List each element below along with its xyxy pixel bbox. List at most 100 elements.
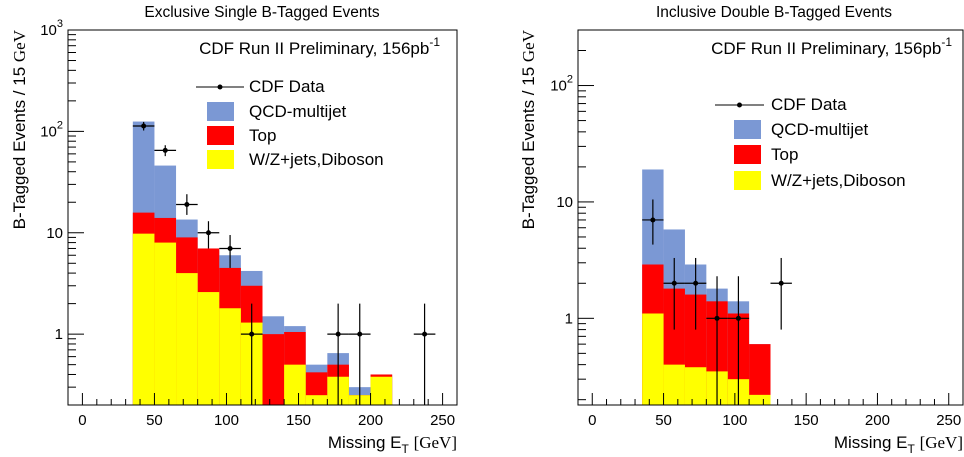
legend-swatch-top <box>207 126 234 145</box>
data-point-2 <box>684 257 707 330</box>
data-point-6 <box>327 303 349 405</box>
x-tick-label: 200 <box>358 412 383 429</box>
chart-panel-0: Exclusive Single B-Tagged Events 0 50 100 15… <box>10 4 458 456</box>
x-axis-label-main: Missing E <box>328 433 402 452</box>
data-point-1 <box>663 257 685 330</box>
x-axis-label-sub: T <box>908 442 916 456</box>
x-tick-label: 150 <box>286 412 311 429</box>
y-tick-base: 1 <box>565 310 573 327</box>
plot-frame <box>577 29 964 406</box>
data-point-4 <box>219 235 241 268</box>
y-tick-base: 10 <box>550 78 567 95</box>
x-axis-label-unit: [GeV] <box>920 433 963 452</box>
chart-panel-1: Inclusive Double B-Tagged Events 0 50 100 15… <box>519 4 964 456</box>
data-point-2 <box>176 194 198 215</box>
y-axis-label-main: B-Tagged Events / 15 <box>10 62 29 229</box>
bar-w-z-jets-diboson-0 <box>642 313 664 405</box>
x-tick-label: 250 <box>936 412 961 429</box>
y-axis-label: B-Tagged Events / 15 GeV <box>519 29 538 229</box>
y-tick-label: 1 <box>55 326 63 343</box>
legend-label: Top <box>249 126 276 145</box>
data-point-1 <box>154 145 177 157</box>
legend-swatch-wz <box>207 150 234 169</box>
legend-swatch-top <box>734 145 761 164</box>
chart-title: Exclusive Single B-Tagged Events <box>144 4 379 21</box>
y-axis-label-unit: GeV <box>10 29 29 62</box>
data-point-5 <box>770 257 792 330</box>
y-axis-label: B-Tagged Events / 15 GeV <box>10 29 29 229</box>
data-marker <box>778 280 784 286</box>
y-tick-exponent: 3 <box>57 18 63 30</box>
legend: CDF Data QCD-multijet Top W/Z+jets,Diboson <box>715 95 906 190</box>
y-tick-label: 10 <box>556 194 573 211</box>
chart-title: Inclusive Double B-Tagged Events <box>656 4 892 21</box>
legend-swatch-qcd <box>207 102 234 121</box>
data-marker <box>335 331 341 337</box>
x-tick-label: 100 <box>722 412 747 429</box>
x-tick-label: 200 <box>865 412 890 429</box>
x-tick-label: 50 <box>146 412 163 429</box>
bar-w-z-jets-diboson-2 <box>176 273 198 405</box>
legend-label: CDF Data <box>249 77 325 96</box>
bar-w-z-jets-diboson-7 <box>284 364 306 405</box>
bar-w-z-jets-diboson-8 <box>305 395 328 405</box>
x-tick-label: 0 <box>588 412 596 429</box>
x-tick-label: 0 <box>78 412 86 429</box>
data-point-0 <box>642 199 664 245</box>
bar-w-z-jets-diboson-5 <box>749 394 771 405</box>
data-point-7 <box>348 303 371 405</box>
data-point-3 <box>197 221 220 249</box>
bar-top-6 <box>262 334 285 405</box>
y-tick-label: 10 <box>46 225 63 242</box>
y-tick-base: 10 <box>46 225 63 242</box>
y-tick-exponent: 2 <box>567 74 573 86</box>
y-tick-base: 10 <box>40 123 57 140</box>
data-marker <box>227 245 233 251</box>
data-marker <box>249 331 255 337</box>
x-tick-label: 150 <box>794 412 819 429</box>
run-annotation-text: CDF Run II Preliminary, 156pb <box>199 39 429 58</box>
x-tick-label: 250 <box>430 412 455 429</box>
data-marker <box>671 280 677 286</box>
legend-label: W/Z+jets,Diboson <box>249 150 384 169</box>
y-tick-label: 102 <box>40 119 63 140</box>
x-tick-label: 100 <box>214 412 239 429</box>
bar-top-5 <box>749 344 771 405</box>
x-tick-label: 50 <box>655 412 672 429</box>
legend-data-marker <box>217 84 223 90</box>
y-tick-base: 10 <box>556 194 573 211</box>
data-point-5 <box>240 303 263 405</box>
y-tick-exponent: 2 <box>57 119 63 131</box>
data-marker <box>693 280 699 286</box>
data-marker <box>650 217 656 223</box>
bar-w-z-jets-diboson-0 <box>132 233 155 405</box>
bar-w-z-jets-diboson-2 <box>684 367 707 405</box>
bar-w-z-jets-diboson-11 <box>370 376 393 405</box>
legend-swatch-qcd <box>734 120 761 139</box>
run-annotation-text: CDF Run II Preliminary, 156pb <box>711 39 941 58</box>
data-marker <box>184 201 190 207</box>
run-annotation: CDF Run II Preliminary, 156pb-1 <box>711 35 952 58</box>
legend-label: QCD-multijet <box>771 120 869 139</box>
data-marker <box>735 315 741 321</box>
data-marker <box>141 123 147 129</box>
data-point-8 <box>413 303 436 405</box>
bar-w-z-jets-diboson-4 <box>219 308 241 405</box>
x-axis-label-sub: T <box>402 442 410 456</box>
bar-w-z-jets-diboson-1 <box>154 242 177 405</box>
run-annotation: CDF Run II Preliminary, 156pb-1 <box>199 35 440 58</box>
legend-label: Top <box>771 145 798 164</box>
bar-w-z-jets-diboson-1 <box>663 364 685 405</box>
data-point-0 <box>132 121 155 131</box>
legend-label: QCD-multijet <box>249 102 347 121</box>
x-axis-label-unit: [GeV] <box>414 433 457 452</box>
data-marker <box>422 331 428 337</box>
x-axis-label-main: Missing E <box>834 433 908 452</box>
data-point-4 <box>727 276 750 405</box>
y-tick-label: 1 <box>565 310 573 327</box>
legend-label: W/Z+jets,Diboson <box>771 171 906 190</box>
y-tick-base: 1 <box>55 326 63 343</box>
data-marker <box>714 315 720 321</box>
legend-label: CDF Data <box>771 95 847 114</box>
